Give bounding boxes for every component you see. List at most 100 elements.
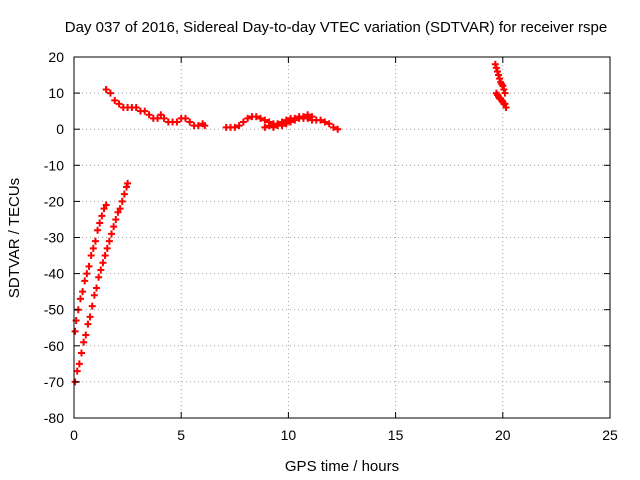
data-point bbox=[261, 123, 269, 131]
data-point bbox=[239, 118, 247, 126]
data-point bbox=[261, 116, 269, 124]
data-point bbox=[88, 302, 96, 310]
data-point bbox=[91, 237, 99, 245]
y-tick-label: -50 bbox=[44, 302, 64, 318]
data-point bbox=[101, 252, 109, 260]
data-point bbox=[82, 331, 90, 339]
data-point bbox=[491, 60, 499, 68]
data-point bbox=[299, 113, 307, 121]
data-point bbox=[304, 111, 312, 119]
data-point bbox=[186, 118, 194, 126]
y-tick-label: -20 bbox=[44, 193, 64, 209]
data-point bbox=[120, 190, 128, 198]
data-point bbox=[499, 82, 507, 90]
y-tick-label: -30 bbox=[44, 230, 64, 246]
data-point bbox=[98, 212, 106, 220]
data-point bbox=[287, 118, 295, 126]
y-tick-label: -70 bbox=[44, 374, 64, 390]
data-point bbox=[73, 367, 81, 375]
data-point bbox=[231, 123, 239, 131]
data-point bbox=[89, 244, 97, 252]
data-point bbox=[124, 179, 132, 187]
data-point bbox=[96, 219, 104, 227]
data-point bbox=[115, 100, 123, 108]
data-point bbox=[157, 111, 165, 119]
data-point bbox=[181, 114, 189, 122]
data-point bbox=[495, 71, 503, 79]
data-point bbox=[278, 122, 286, 130]
data-point bbox=[102, 201, 110, 209]
x-axis-label: GPS time / hours bbox=[285, 458, 399, 475]
data-point bbox=[123, 183, 131, 191]
data-point bbox=[269, 123, 277, 131]
data-point bbox=[154, 114, 162, 122]
y-tick-label: 0 bbox=[56, 121, 64, 137]
data-point bbox=[295, 114, 303, 122]
data-point bbox=[112, 215, 120, 223]
data-point bbox=[102, 85, 110, 93]
data-point bbox=[75, 360, 83, 368]
data-point bbox=[291, 116, 299, 124]
data-point bbox=[106, 89, 114, 97]
data-point bbox=[116, 205, 124, 213]
data-point bbox=[111, 96, 119, 104]
y-tick-label: -10 bbox=[44, 157, 64, 173]
data-point bbox=[76, 295, 84, 303]
data-point bbox=[118, 197, 126, 205]
x-tick-label: 10 bbox=[281, 427, 297, 443]
series-arc-3 bbox=[102, 85, 209, 130]
series-arc-5 bbox=[261, 111, 316, 131]
data-point bbox=[110, 223, 118, 231]
y-tick-label: -80 bbox=[44, 410, 64, 426]
chart-title: Day 037 of 2016, Sidereal Day-to-day VTE… bbox=[65, 19, 607, 36]
y-tick-label: -60 bbox=[44, 338, 64, 354]
data-point bbox=[93, 284, 101, 292]
data-point bbox=[108, 230, 116, 238]
x-tick-label: 25 bbox=[602, 427, 618, 443]
data-point bbox=[334, 125, 342, 133]
data-point bbox=[80, 338, 88, 346]
data-point bbox=[95, 273, 103, 281]
data-point bbox=[86, 313, 94, 321]
data-point bbox=[141, 107, 149, 115]
series-arc-2 bbox=[71, 179, 132, 386]
axes: 0 5 10 15 20 25 -80 -70 -60 -50 -40 -30 -20 -10 0 10 20 bbox=[44, 49, 618, 443]
series-arc-4 bbox=[222, 113, 342, 133]
y-tick-label: 10 bbox=[48, 85, 64, 101]
data-point bbox=[235, 122, 243, 130]
x-tick-label: 0 bbox=[70, 427, 78, 443]
data-point bbox=[132, 104, 140, 112]
data-point bbox=[173, 118, 181, 126]
data-point bbox=[81, 277, 89, 285]
data-point bbox=[103, 244, 111, 252]
y-axis-label: SDTVAR / TECUs bbox=[6, 178, 23, 298]
data-point bbox=[500, 85, 508, 93]
data-series bbox=[71, 60, 510, 386]
data-point bbox=[83, 270, 91, 278]
data-point bbox=[325, 120, 333, 128]
data-point bbox=[78, 349, 86, 357]
data-point bbox=[105, 237, 113, 245]
data-point bbox=[282, 120, 290, 128]
data-point bbox=[496, 75, 504, 83]
data-point bbox=[99, 259, 107, 267]
series-arc-7 bbox=[492, 89, 510, 112]
data-point bbox=[492, 64, 500, 72]
data-point bbox=[257, 114, 265, 122]
data-point bbox=[97, 266, 105, 274]
data-point bbox=[201, 122, 209, 130]
data-point bbox=[114, 208, 122, 216]
data-point bbox=[194, 122, 202, 130]
x-tick-label: 15 bbox=[388, 427, 404, 443]
x-tick-label: 20 bbox=[495, 427, 511, 443]
data-point bbox=[71, 327, 79, 335]
data-point bbox=[90, 291, 98, 299]
data-point bbox=[265, 122, 273, 130]
y-tick-label: 20 bbox=[48, 49, 64, 65]
data-point bbox=[160, 114, 168, 122]
data-point bbox=[493, 67, 501, 75]
data-point bbox=[84, 320, 92, 328]
data-point bbox=[79, 288, 87, 296]
data-point bbox=[321, 118, 329, 126]
